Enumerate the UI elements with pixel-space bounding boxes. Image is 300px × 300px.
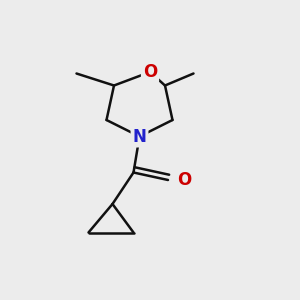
Text: O: O (143, 63, 157, 81)
Text: N: N (133, 128, 146, 146)
Text: O: O (177, 171, 191, 189)
